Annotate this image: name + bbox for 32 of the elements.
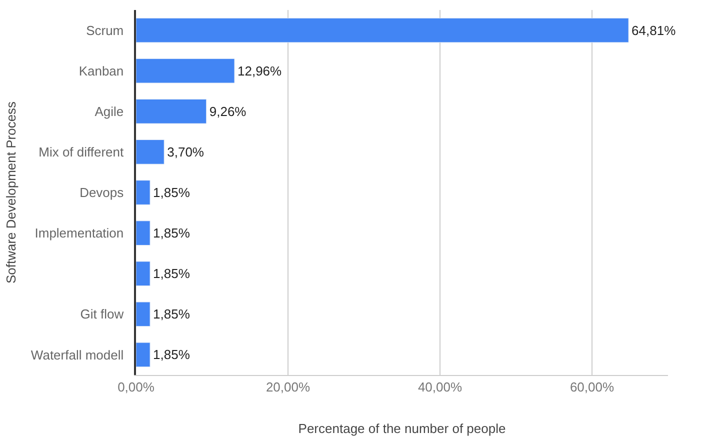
y-tick-label: Mix of different	[38, 144, 124, 160]
data-label: 1,85%	[153, 347, 190, 362]
x-tick-label: 40,00%	[418, 380, 462, 395]
data-label: 3,70%	[167, 144, 204, 160]
y-axis-title: Software Development Process	[3, 100, 18, 284]
data-label: 64,81%	[632, 22, 676, 38]
bar	[136, 302, 150, 327]
data-label: 12,96%	[238, 63, 282, 78]
bar	[136, 140, 164, 164]
y-tick-label: Devops	[80, 185, 124, 200]
y-tick-label: Implementation	[34, 226, 124, 241]
x-axis-title: Percentage of the number of people	[298, 421, 506, 436]
y-tick-label: Kanban	[78, 63, 124, 78]
bar	[136, 98, 207, 124]
data-label: 1,85%	[153, 306, 190, 322]
data-label: 1,85%	[153, 266, 190, 282]
bar	[136, 220, 150, 246]
y-tick-label: Scrum	[86, 22, 124, 38]
bar	[136, 180, 150, 205]
bar	[136, 58, 235, 84]
data-label: 9,26%	[209, 104, 247, 119]
bar	[136, 342, 150, 368]
x-tick-label: 0,00%	[118, 380, 155, 395]
data-label: 1,85%	[153, 185, 190, 200]
x-tick-label: 20,00%	[266, 380, 310, 395]
y-tick-label: Git flow	[80, 306, 124, 322]
x-tick-label: 60,00%	[570, 380, 614, 395]
bar	[136, 261, 150, 286]
y-tick-label: Agile	[94, 104, 124, 119]
data-label: 1,85%	[153, 226, 190, 241]
y-tick-label: Waterfall modell	[30, 347, 124, 362]
bar	[136, 18, 629, 43]
